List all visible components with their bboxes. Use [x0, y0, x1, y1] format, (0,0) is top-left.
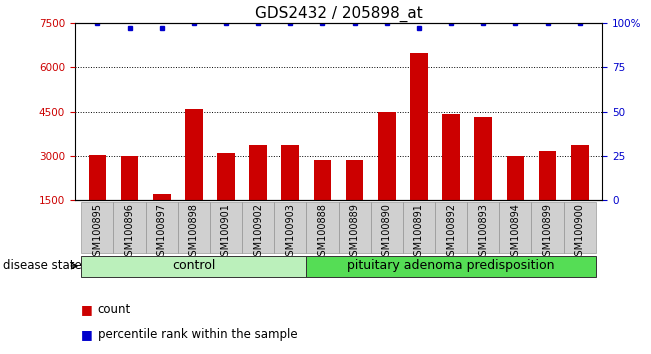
Bar: [89, 155, 106, 200]
Text: pituitary adenoma predisposition: pituitary adenoma predisposition: [347, 259, 555, 273]
Text: GSM100895: GSM100895: [92, 203, 102, 262]
FancyBboxPatch shape: [467, 202, 499, 253]
Text: GSM100888: GSM100888: [318, 203, 327, 262]
Text: GSM100898: GSM100898: [189, 203, 199, 262]
Bar: [475, 117, 492, 200]
FancyBboxPatch shape: [242, 202, 274, 253]
Text: percentile rank within the sample: percentile rank within the sample: [98, 328, 298, 341]
Text: ■: ■: [81, 303, 93, 316]
FancyBboxPatch shape: [274, 202, 307, 253]
Bar: [378, 112, 396, 200]
FancyBboxPatch shape: [531, 202, 564, 253]
FancyBboxPatch shape: [370, 202, 403, 253]
Text: ■: ■: [81, 328, 93, 341]
FancyBboxPatch shape: [339, 202, 370, 253]
Bar: [538, 152, 557, 200]
Text: control: control: [172, 259, 215, 273]
Text: GSM100900: GSM100900: [575, 203, 585, 262]
FancyBboxPatch shape: [307, 202, 339, 253]
Bar: [281, 145, 299, 200]
Text: GSM100889: GSM100889: [350, 203, 359, 262]
FancyBboxPatch shape: [81, 202, 113, 253]
Text: GSM100899: GSM100899: [542, 203, 553, 262]
Text: GSM100897: GSM100897: [157, 203, 167, 262]
Bar: [185, 109, 202, 200]
Text: count: count: [98, 303, 131, 316]
Bar: [314, 160, 331, 200]
Text: GSM100892: GSM100892: [446, 203, 456, 262]
FancyBboxPatch shape: [307, 256, 596, 277]
Text: GSM100896: GSM100896: [124, 203, 135, 262]
Bar: [506, 156, 524, 200]
Text: GSM100893: GSM100893: [478, 203, 488, 262]
FancyBboxPatch shape: [113, 202, 146, 253]
Text: GSM100903: GSM100903: [285, 203, 296, 262]
Text: GSM100891: GSM100891: [414, 203, 424, 262]
FancyBboxPatch shape: [146, 202, 178, 253]
Bar: [249, 145, 267, 200]
FancyBboxPatch shape: [210, 202, 242, 253]
FancyBboxPatch shape: [499, 202, 531, 253]
Text: disease state: disease state: [3, 259, 82, 273]
Bar: [410, 52, 428, 200]
Text: GSM100890: GSM100890: [381, 203, 392, 262]
Bar: [571, 145, 589, 200]
Title: GDS2432 / 205898_at: GDS2432 / 205898_at: [255, 5, 422, 22]
Bar: [346, 160, 363, 200]
FancyBboxPatch shape: [178, 202, 210, 253]
Bar: [153, 194, 171, 200]
Bar: [120, 156, 139, 200]
Text: GSM100902: GSM100902: [253, 203, 263, 262]
FancyBboxPatch shape: [435, 202, 467, 253]
FancyBboxPatch shape: [81, 256, 307, 277]
Bar: [217, 153, 235, 200]
Bar: [442, 114, 460, 200]
FancyBboxPatch shape: [564, 202, 596, 253]
Text: GSM100901: GSM100901: [221, 203, 231, 262]
FancyBboxPatch shape: [403, 202, 435, 253]
Text: GSM100894: GSM100894: [510, 203, 520, 262]
